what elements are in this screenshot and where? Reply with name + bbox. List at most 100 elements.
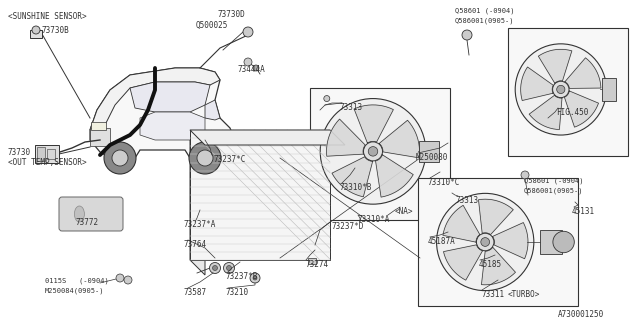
Text: 73210: 73210 — [225, 288, 248, 297]
Text: <NA>: <NA> — [395, 207, 413, 216]
Text: FIG.450: FIG.450 — [556, 108, 588, 117]
Text: 73310*B: 73310*B — [340, 183, 372, 192]
Polygon shape — [90, 68, 235, 158]
Bar — [47, 149, 55, 159]
Text: Q500025: Q500025 — [196, 21, 228, 30]
Circle shape — [189, 142, 221, 174]
Text: M250080: M250080 — [416, 153, 449, 162]
Circle shape — [515, 44, 607, 135]
Circle shape — [212, 266, 218, 270]
Text: 73730: 73730 — [8, 148, 31, 157]
Polygon shape — [538, 49, 572, 83]
Circle shape — [112, 150, 128, 166]
Text: 73274: 73274 — [305, 260, 328, 269]
Bar — [90, 128, 110, 146]
Text: 73772: 73772 — [75, 218, 98, 227]
Polygon shape — [190, 130, 345, 145]
Circle shape — [253, 65, 259, 71]
Circle shape — [553, 231, 574, 253]
Polygon shape — [332, 157, 372, 197]
Text: 73444A: 73444A — [238, 65, 266, 74]
Text: 45185: 45185 — [479, 260, 502, 269]
Bar — [540, 230, 562, 254]
Bar — [91, 122, 106, 130]
Polygon shape — [479, 199, 513, 235]
Polygon shape — [90, 68, 220, 130]
Text: 45131: 45131 — [572, 207, 595, 216]
Circle shape — [320, 99, 426, 204]
Circle shape — [436, 193, 534, 291]
Polygon shape — [130, 82, 210, 112]
Text: 73237*C: 73237*C — [213, 155, 245, 164]
Bar — [308, 258, 316, 264]
Text: <TURBO>: <TURBO> — [508, 290, 540, 299]
Circle shape — [557, 85, 565, 93]
Circle shape — [116, 274, 124, 282]
Circle shape — [223, 262, 234, 274]
Text: 73237*D: 73237*D — [332, 222, 364, 231]
Circle shape — [250, 273, 260, 283]
Circle shape — [253, 276, 257, 280]
Polygon shape — [354, 105, 394, 143]
Text: 73310*A: 73310*A — [357, 215, 389, 224]
Circle shape — [124, 276, 132, 284]
Polygon shape — [140, 112, 205, 140]
Text: 73587: 73587 — [183, 288, 206, 297]
Text: Q58601 (-0904): Q58601 (-0904) — [455, 8, 515, 14]
Circle shape — [197, 150, 213, 166]
Ellipse shape — [74, 206, 84, 222]
Bar — [602, 78, 616, 101]
Text: <SUNSHINE SENSOR>: <SUNSHINE SENSOR> — [8, 12, 86, 21]
Polygon shape — [326, 119, 365, 156]
Text: 73237*A: 73237*A — [183, 220, 216, 229]
Bar — [30, 30, 42, 38]
Text: Q58601 (-0904): Q58601 (-0904) — [524, 178, 584, 185]
Text: 45187A: 45187A — [428, 237, 456, 246]
Bar — [508, 28, 628, 156]
Bar — [419, 141, 439, 162]
Text: 73311: 73311 — [481, 290, 504, 299]
Polygon shape — [190, 130, 205, 275]
Text: 73237*B: 73237*B — [225, 272, 257, 281]
FancyBboxPatch shape — [35, 145, 59, 163]
Circle shape — [104, 142, 136, 174]
Circle shape — [227, 266, 232, 270]
Circle shape — [462, 30, 472, 40]
Text: 73730D: 73730D — [218, 10, 246, 19]
Circle shape — [521, 171, 529, 179]
Circle shape — [209, 262, 221, 274]
FancyBboxPatch shape — [59, 197, 123, 231]
Text: 0115S   (-0904): 0115S (-0904) — [45, 278, 109, 284]
Text: Q586001(0905-): Q586001(0905-) — [455, 18, 515, 25]
Polygon shape — [529, 95, 562, 130]
Circle shape — [476, 233, 494, 251]
Text: 73730B: 73730B — [42, 26, 70, 35]
Circle shape — [552, 81, 569, 98]
Text: <OUT TEMP,SENSOR>: <OUT TEMP,SENSOR> — [8, 158, 86, 167]
Bar — [418, 178, 578, 306]
Circle shape — [364, 142, 383, 161]
Bar — [310, 88, 450, 220]
Circle shape — [243, 27, 253, 37]
Polygon shape — [443, 205, 480, 242]
Text: M250084(0905-): M250084(0905-) — [45, 288, 104, 294]
Text: 73310*C: 73310*C — [428, 178, 460, 187]
Circle shape — [244, 58, 252, 66]
Circle shape — [368, 147, 378, 156]
Circle shape — [481, 238, 490, 246]
Polygon shape — [565, 58, 601, 88]
Circle shape — [324, 96, 330, 101]
Polygon shape — [564, 91, 598, 127]
Text: 73313: 73313 — [456, 196, 479, 205]
Polygon shape — [190, 130, 330, 260]
Text: 73764: 73764 — [183, 240, 206, 249]
Text: 73313: 73313 — [340, 103, 363, 112]
Polygon shape — [444, 245, 483, 280]
Text: A730001250: A730001250 — [558, 310, 604, 319]
Polygon shape — [376, 155, 413, 197]
Text: Q586001(0905-): Q586001(0905-) — [524, 188, 584, 195]
Bar — [37, 147, 45, 161]
Polygon shape — [493, 223, 528, 259]
Circle shape — [32, 26, 40, 34]
Polygon shape — [205, 100, 220, 120]
